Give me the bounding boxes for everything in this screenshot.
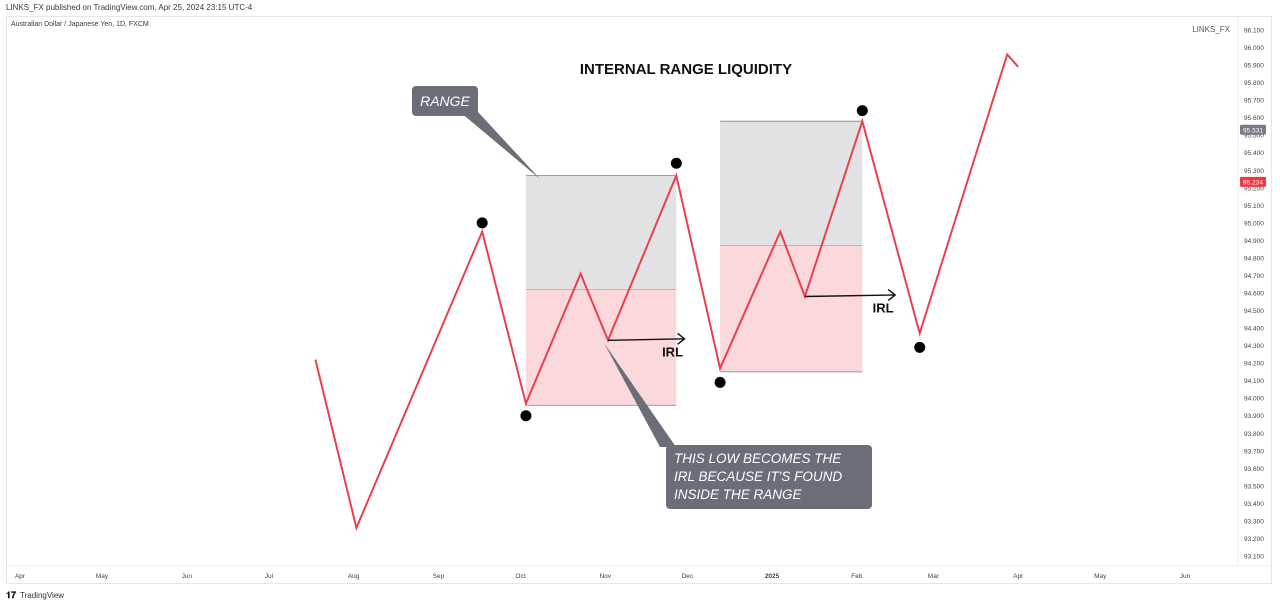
publish-info: LINKS_FX published on TradingView.com, A… — [6, 3, 253, 12]
range-callout-pointer — [460, 112, 540, 179]
irl-arrow-head — [677, 332, 686, 345]
y-tick-label: 95.600 — [1244, 115, 1264, 122]
symbol-label: Australian Dollar / Japanese Yen, 1D, FX… — [11, 21, 149, 28]
x-tick-label: Apr — [1013, 573, 1024, 580]
range-discount-zone — [720, 245, 863, 372]
irl-arrow-line — [607, 338, 685, 342]
footer-brand: TradingView — [20, 590, 65, 600]
y-tick-label: 93.800 — [1244, 431, 1264, 438]
swing-low-point — [520, 410, 532, 422]
y-tick-label: 95.500 — [1244, 133, 1264, 140]
range-callout: RANGE — [412, 86, 540, 179]
y-tick-label: 95.100 — [1244, 203, 1264, 210]
y-tick-label: 94.800 — [1244, 255, 1264, 262]
x-tick-label: Apr — [15, 573, 26, 580]
swing-points — [476, 105, 926, 422]
irl-arrow-head — [887, 288, 897, 302]
x-tick-label: Nov — [599, 573, 611, 580]
range-premium-zone — [525, 175, 677, 290]
y-tick-label: 94.100 — [1244, 378, 1264, 385]
y-tick-label: 94.900 — [1244, 238, 1264, 245]
swing-high-point — [670, 157, 682, 169]
x-tick-label: Sep — [433, 573, 445, 580]
y-tick-label: 94.700 — [1244, 273, 1264, 280]
irl-callout-line-3: INSIDE THE RANGE — [674, 487, 803, 502]
x-tick-label: Mar — [928, 573, 940, 580]
price-tag-label: 95.234 — [1243, 179, 1263, 186]
irl-callout-pointer — [604, 343, 676, 447]
tradingview-logo-icon: 𝟏𝟕 — [6, 589, 17, 600]
y-tick-label: 93.300 — [1244, 518, 1264, 525]
range-callout-box — [412, 86, 478, 116]
price-tag — [1240, 124, 1266, 135]
x-tick-label: Aug — [348, 573, 360, 580]
y-tick-label: 95.000 — [1244, 220, 1264, 227]
y-tick-label: 93.700 — [1244, 448, 1264, 455]
y-tick-label: 94.200 — [1244, 361, 1264, 368]
y-tick-label: 93.100 — [1244, 554, 1264, 561]
x-tick-label: Jun — [1180, 573, 1191, 580]
y-tick-label: 95.300 — [1244, 168, 1264, 175]
y-axis-ticks: 93.100 93.200 93.300 93.400 93.500 93.600 93.7… — [1244, 28, 1264, 561]
x-tick-label: Feb — [851, 573, 863, 580]
range-callout-text: RANGE — [420, 93, 470, 109]
chart-frame — [6, 16, 1272, 584]
y-tick-label: 94.600 — [1244, 291, 1264, 298]
x-axis-ticks: Apr May Jun Jul Aug Sep Oct Nov Dec 2025 Feb Mar Apr… — [15, 573, 1191, 580]
price-line — [314, 52, 1019, 532]
y-tick-label: 94.300 — [1244, 343, 1264, 350]
x-tick-label: 2025 — [765, 573, 780, 580]
irl-arrow-line — [804, 294, 896, 298]
y-tick-label: 95.700 — [1244, 98, 1264, 105]
x-tick-label: Jun — [182, 573, 193, 580]
y-tick-label: 93.200 — [1244, 536, 1264, 543]
irl-callout-line-2: IRL BECAUSE IT'S FOUND — [674, 469, 842, 484]
footer: 𝟏𝟕 TradingView — [6, 588, 64, 602]
watermark-text: LINKS_FX — [1192, 25, 1230, 34]
y-tick-label: 95.800 — [1244, 80, 1264, 87]
range-boxes — [525, 120, 863, 406]
price-polyline — [314, 52, 1019, 532]
swing-low-point — [714, 376, 726, 388]
y-tick-label: 95.200 — [1244, 185, 1264, 192]
irl-callout-line-1: THIS LOW BECOMES THE — [674, 451, 842, 466]
chart-title: INTERNAL RANGE LIQUIDITY — [580, 61, 792, 78]
y-tick-label: 93.500 — [1244, 483, 1264, 490]
y-tick-label: 93.600 — [1244, 466, 1264, 473]
publish-info-bar: LINKS_FX published on TradingView.com, A… — [0, 0, 1280, 16]
range-premium-zone — [720, 121, 863, 246]
y-tick-label: 94.400 — [1244, 326, 1264, 333]
swing-high-point — [856, 105, 868, 117]
irl-label: IRL — [873, 301, 894, 316]
y-tick-label: 94.500 — [1244, 308, 1264, 315]
x-tick-label: Oct — [515, 573, 525, 580]
range-discount-zone — [525, 289, 677, 406]
y-tick-label: 93.400 — [1244, 501, 1264, 508]
price-tags: 95.531 95.234 — [1240, 124, 1266, 187]
y-tick-label: 95.900 — [1244, 63, 1264, 70]
price-tag-label: 95.531 — [1243, 127, 1263, 134]
swing-high-point — [476, 217, 488, 229]
irl-explanation-callout: THIS LOW BECOMES THE IRL BECAUSE IT'S FO… — [604, 343, 872, 509]
y-tick-label: 96.100 — [1244, 28, 1264, 35]
irl-label: IRL — [662, 344, 683, 359]
swing-low-point — [914, 341, 926, 353]
x-tick-label: May — [96, 573, 109, 580]
x-tick-label: Dec — [681, 573, 693, 580]
irl-callout-text: THIS LOW BECOMES THE IRL BECAUSE IT'S FO… — [674, 451, 846, 502]
irl-callout-box — [666, 445, 872, 509]
irl-arrows: IRL IRL — [607, 288, 897, 359]
y-tick-label: 94.000 — [1244, 396, 1264, 403]
y-tick-label: 96.000 — [1244, 45, 1264, 52]
x-tick-label: Jul — [265, 573, 274, 580]
x-tick-label: May — [1094, 573, 1107, 580]
y-tick-label: 93.900 — [1244, 413, 1264, 420]
price-tag — [1240, 176, 1266, 187]
y-tick-label: 95.400 — [1244, 150, 1264, 157]
